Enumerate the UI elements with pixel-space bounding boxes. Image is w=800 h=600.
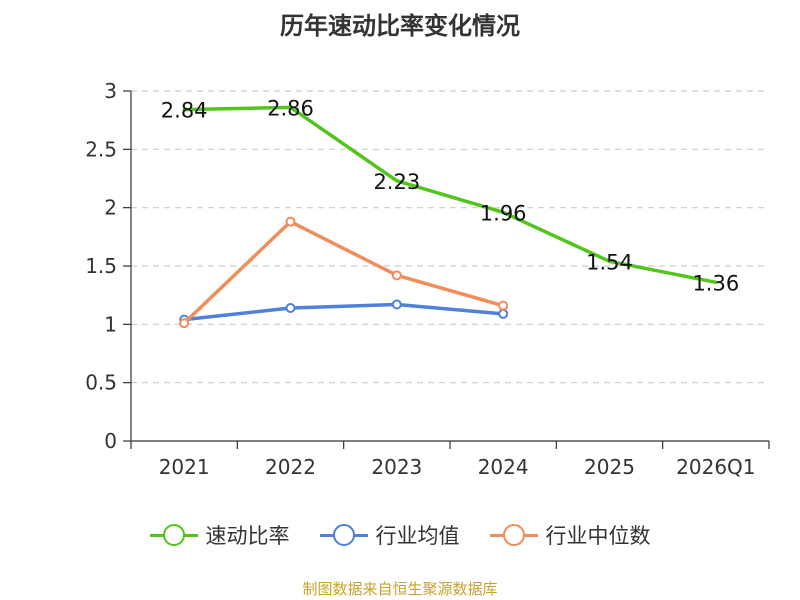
x-tick-label: 2021: [159, 455, 210, 479]
data-label: 2.84: [161, 99, 208, 123]
series-line: [182, 302, 505, 322]
data-source-note: 制图数据来自恒生聚源数据库: [302, 580, 498, 598]
data-point: [498, 300, 509, 311]
legend-swatch: [489, 523, 538, 547]
x-tick-label: 2022: [265, 455, 316, 479]
y-tick-label: 3: [104, 79, 117, 103]
series-line: [182, 105, 718, 285]
y-tick-label: 1: [104, 312, 117, 336]
x-tick-label: 2025: [584, 455, 635, 479]
x-tick-label: 2024: [478, 455, 529, 479]
data-label: 1.54: [586, 250, 633, 274]
data-point: [285, 216, 296, 227]
data-point: [498, 308, 509, 319]
data-label: 1.36: [692, 271, 739, 295]
x-tick-label: 2026Q1: [676, 455, 755, 479]
data-point: [285, 303, 296, 313]
chart-title: 历年速动比率变化情况: [280, 12, 520, 40]
series-line: [182, 219, 505, 325]
y-tick-label: 1.5: [85, 254, 117, 278]
y-tick-label: 0.5: [85, 371, 117, 395]
legend-label: 速动比率: [205, 524, 290, 548]
legend-swatch: [319, 523, 368, 547]
legend-label: 行业中位数: [545, 524, 651, 548]
data-label: 2.86: [267, 96, 314, 120]
x-tick-label: 2023: [371, 455, 422, 479]
chart-legend: 速动比率 行业均值 行业中位数: [0, 520, 800, 550]
legend-item[interactable]: 行业均值: [319, 520, 460, 550]
legend-item[interactable]: 行业中位数: [489, 520, 651, 550]
data-label: 1.96: [480, 201, 527, 225]
legend-item[interactable]: 速动比率: [149, 520, 290, 550]
y-tick-label: 0: [104, 429, 117, 453]
data-label: 2.23: [373, 170, 420, 194]
data-point: [179, 318, 190, 329]
legend-swatch: [149, 523, 198, 547]
legend-label: 行业均值: [375, 524, 460, 548]
data-point: [391, 270, 402, 281]
data-point: [391, 299, 402, 310]
y-tick-label: 2.5: [85, 137, 117, 161]
y-tick-label: 2: [104, 196, 117, 220]
